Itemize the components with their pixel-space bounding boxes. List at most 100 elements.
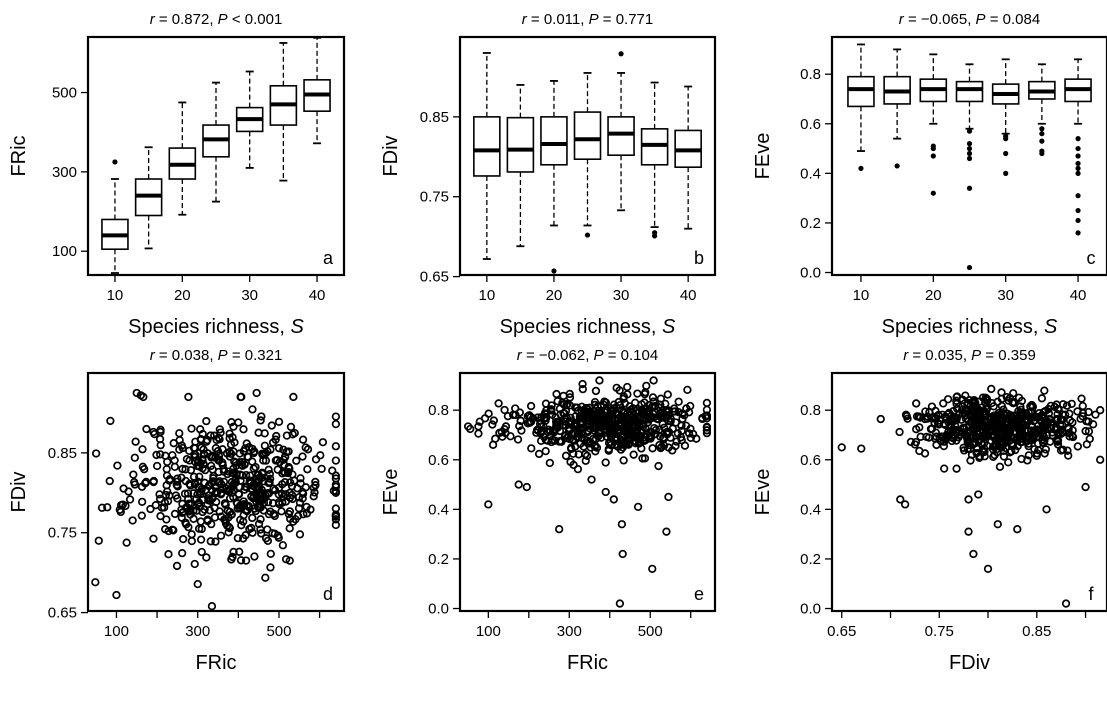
outlier-point (1075, 153, 1081, 159)
scatter-point (623, 382, 632, 392)
scatter-point (257, 529, 266, 538)
scatter-point (1048, 431, 1057, 440)
outlier-point (1003, 170, 1009, 176)
scatter-point (1040, 449, 1049, 458)
scatter-point (128, 516, 137, 525)
y-tick-label: 0.4 (428, 501, 449, 518)
scatter-point (193, 461, 202, 471)
scatter-point (944, 431, 953, 441)
scatter-point (229, 547, 238, 557)
box-35 (269, 42, 298, 182)
scatter-point (201, 465, 210, 475)
scatter-point (142, 424, 151, 434)
scatter-point (587, 475, 596, 484)
outlier-point (1075, 230, 1081, 236)
outlier-point (112, 159, 118, 165)
outlier-point (966, 185, 973, 191)
y-axis-label: FDiv (380, 135, 402, 176)
panel-title: r = 0.011, P = 0.771 (522, 11, 654, 28)
scatter-point (273, 465, 282, 474)
scatter-point (648, 444, 657, 453)
scatter-point (1056, 415, 1065, 425)
scatter-point (263, 525, 272, 534)
scatter-point (215, 507, 224, 516)
scatter-point (225, 429, 234, 438)
scatter-point (642, 381, 651, 391)
scatter-point (1001, 428, 1010, 438)
scatter-point (590, 422, 599, 431)
scatter-point (952, 399, 961, 409)
scatter-point (311, 455, 321, 464)
scatter-point (286, 422, 296, 432)
y-tick-label: 0.2 (800, 215, 821, 232)
scatter-point (635, 413, 645, 423)
scatter-point (266, 474, 275, 483)
scatter-point (237, 392, 246, 402)
scatter-point (243, 452, 252, 461)
scatter-point (1040, 386, 1049, 395)
box-20 (540, 80, 568, 274)
scatter-point (138, 445, 147, 454)
scatter-point (1016, 437, 1025, 447)
box-15 (134, 146, 163, 250)
scatter-point (280, 452, 290, 461)
scatter-point (149, 427, 158, 437)
scatter-point (191, 450, 200, 460)
y-tick-label: 0.0 (800, 601, 821, 618)
x-tick-label: 500 (266, 623, 291, 640)
box-25 (573, 72, 602, 238)
scatter-point (274, 444, 284, 453)
scatter-point (547, 401, 556, 410)
scatter-point (682, 421, 691, 430)
scatter-point (331, 520, 341, 530)
scatter-point (545, 458, 555, 468)
scatter-point (980, 447, 989, 457)
scatter-point (184, 494, 193, 504)
scatter-point (162, 465, 171, 474)
scatter-point (1096, 406, 1105, 415)
y-tick-label: 0.2 (800, 551, 821, 568)
outlier-point (930, 153, 936, 159)
x-tick-label: 30 (241, 287, 258, 304)
scatter-point (233, 533, 242, 543)
scatter-point (611, 436, 621, 445)
scatter-point (142, 477, 151, 487)
scatter-point (299, 510, 308, 519)
scatter-point (631, 439, 640, 448)
x-tick-label: 40 (1070, 287, 1087, 304)
scatter-point (980, 444, 989, 453)
scatter-point (634, 439, 644, 448)
scatter-point (205, 506, 214, 515)
scatter-point (702, 422, 712, 431)
scatter-point (195, 472, 204, 481)
scatter-point (306, 505, 315, 514)
scatter-point (620, 399, 630, 408)
box-20 (168, 101, 197, 216)
scatter-point (331, 456, 341, 465)
scatter-point (248, 528, 257, 537)
scatter-point (600, 397, 609, 406)
scatter-point (1067, 399, 1076, 408)
outlier-point (930, 190, 936, 196)
scatter-point (1077, 394, 1086, 403)
scatter-point (568, 435, 578, 444)
scatter-point (566, 413, 575, 422)
scatter-point (156, 450, 165, 459)
scatter-points (837, 384, 1105, 608)
y-tick-label: 0.75 (48, 525, 77, 542)
scatter-point (601, 458, 610, 467)
scatter-point (1084, 407, 1093, 417)
scatter-point (318, 438, 328, 447)
scatter-point (157, 503, 167, 512)
scatter-point (187, 536, 196, 546)
scatter-point (230, 438, 239, 447)
scatter-point (290, 476, 299, 485)
box-20 (919, 53, 948, 196)
y-tick-label: 0.8 (800, 66, 821, 83)
scatter-point (578, 379, 587, 389)
scatter-point (225, 487, 234, 496)
scatter-point (943, 395, 953, 404)
scatter-point (957, 415, 966, 424)
scatter-point (1096, 455, 1105, 464)
scatter-point (677, 421, 686, 430)
